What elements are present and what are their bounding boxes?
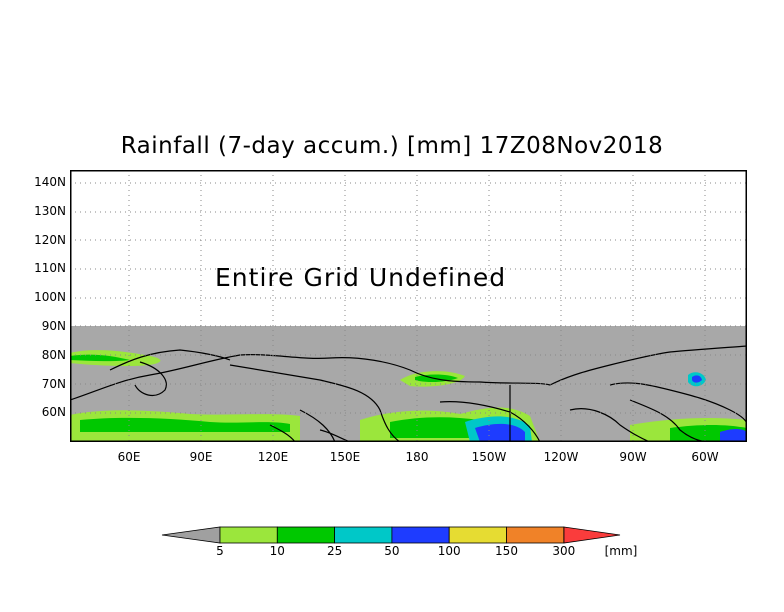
undefined-grid-message: Entire Grid Undefined (215, 263, 507, 292)
colorbar-upper-arrow (563, 526, 621, 544)
map-border (70, 170, 747, 442)
colorbar-label: 150 (495, 544, 518, 558)
rainfall-areas (70, 350, 747, 442)
longitude-label: 90E (189, 450, 213, 464)
map-title: Rainfall (7-day accum.) [mm] 17Z08Nov201… (120, 133, 664, 159)
colorbar-label: 50 (384, 544, 400, 558)
colorbar-segment (448, 526, 507, 544)
colorbar (161, 526, 621, 544)
coastlines (70, 345, 747, 442)
latitude-label: 110N (34, 261, 66, 276)
colorbar-segment (506, 526, 565, 544)
longitude-label: 90W (619, 450, 647, 464)
latitude-label: 80N (41, 347, 66, 362)
latitude-label: 130N (34, 203, 66, 218)
longitude-label: 60W (691, 450, 719, 464)
longitude-label: 150W (471, 450, 507, 464)
longitude-label: 180 (405, 450, 429, 464)
longitude-label: 150E (329, 450, 361, 464)
colorbar-segment (334, 526, 393, 544)
map-plot (70, 170, 747, 442)
latitude-label: 70N (41, 376, 66, 391)
colorbar-segment (219, 526, 278, 544)
colorbar-label: 300 (552, 544, 576, 558)
latitude-label: 140N (34, 175, 66, 189)
longitude-label: 120E (257, 450, 289, 464)
longitude-label: 120W (543, 450, 579, 464)
colorbar-label: 5 (216, 544, 224, 558)
latitude-label: 100N (34, 290, 66, 305)
colorbar-lower-arrow (161, 526, 221, 544)
latitude-label: 60N (41, 405, 66, 420)
undefined-region (70, 170, 747, 326)
grid-lines (70, 170, 747, 442)
latitude-label: 120N (34, 232, 66, 247)
colorbar-label: 10 (269, 544, 285, 558)
colorbar-segment (276, 526, 336, 544)
colorbar-unit: [mm] (604, 544, 638, 558)
colorbar-label: 100 (437, 544, 461, 558)
longitude-label: 60E (117, 450, 141, 464)
colorbar-segment (391, 526, 450, 544)
latitude-label: 90N (41, 319, 66, 333)
colorbar-label: 25 (326, 544, 343, 558)
